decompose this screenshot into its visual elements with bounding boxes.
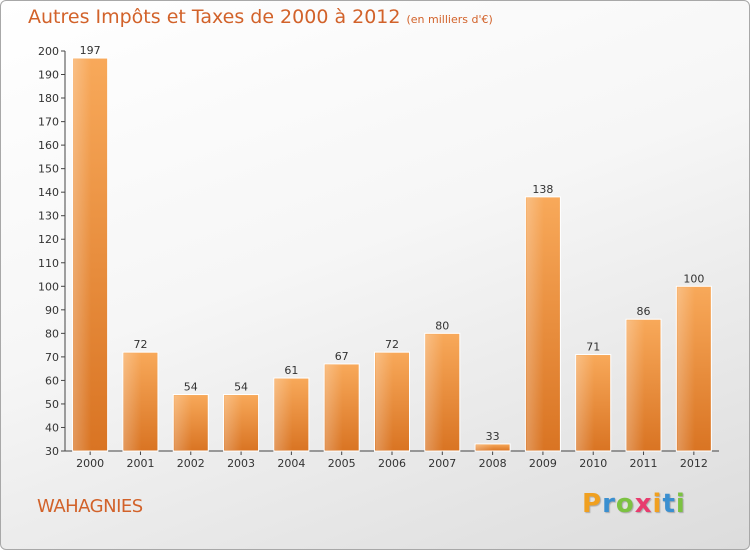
bar-highlight [123, 353, 142, 450]
bar-highlight [425, 334, 444, 450]
bar-highlight [274, 379, 293, 450]
y-tick-label: 130 [38, 210, 59, 223]
logo-letter: P [582, 489, 603, 519]
y-tick-label: 60 [45, 374, 59, 387]
y-tick-label: 160 [38, 139, 59, 152]
chart-title: Autres Impôts et Taxes de 2000 à 2012 (en… [28, 6, 493, 28]
bar-highlight [476, 444, 494, 450]
value-label-2002: 54 [184, 381, 198, 394]
logo-letter: i [652, 489, 663, 519]
x-tick-label-2004: 2004 [277, 457, 305, 470]
bar-highlight [375, 353, 393, 450]
logo-letter: x [634, 489, 653, 519]
y-tick-label: 190 [38, 69, 59, 82]
y-tick-label: 80 [45, 327, 59, 340]
y-tick-label: 90 [45, 304, 59, 317]
y-tick-label: 140 [38, 186, 59, 199]
value-label-2001: 72 [133, 338, 147, 351]
logo-letter: i [675, 489, 686, 519]
x-tick-label-2008: 2008 [479, 457, 507, 470]
bar-highlight [174, 395, 192, 450]
commune-name: WAHAGNIES [37, 496, 143, 517]
value-label-2004: 61 [284, 364, 298, 377]
unit-note: (en milliers d'€) [406, 13, 493, 26]
value-label-2006: 72 [385, 338, 399, 351]
value-label-2007: 80 [435, 319, 449, 332]
bars: 197 72 54 54 61 67 72 80 33 138 71 86 100 [72, 44, 712, 452]
x-tick-label-2000: 2000 [76, 457, 104, 470]
bar-highlight [73, 59, 92, 450]
y-tick-label: 100 [38, 280, 59, 293]
y-tick-label: 30 [45, 445, 59, 458]
x-tick-label-2009: 2009 [529, 457, 557, 470]
value-label-2009: 138 [532, 183, 553, 196]
proxiti-logo: Proxiti [582, 489, 686, 519]
x-tick-label-2012: 2012 [680, 457, 708, 470]
bar-highlight [325, 364, 343, 450]
logo-letter: r [602, 489, 616, 519]
logo-letter: o [615, 489, 635, 519]
x-tick-label-2003: 2003 [227, 457, 255, 470]
y-tick-label: 120 [38, 233, 59, 246]
value-label-2000: 197 [80, 44, 101, 57]
bar-highlight [677, 287, 695, 450]
value-label-2011: 86 [637, 305, 651, 318]
bar-highlight [526, 197, 544, 450]
x-tick-label-2002: 2002 [177, 457, 205, 470]
x-tick-label-2011: 2011 [630, 457, 658, 470]
x-tick-label-2005: 2005 [328, 457, 356, 470]
y-tick-label: 50 [45, 398, 59, 411]
x-tick-label-2001: 2001 [126, 457, 154, 470]
value-label-2012: 100 [683, 272, 704, 285]
x-tick-label-2006: 2006 [378, 457, 406, 470]
value-label-2008: 33 [486, 430, 500, 443]
y-tick-label: 200 [38, 45, 59, 58]
x-tick-label-2007: 2007 [428, 457, 456, 470]
bar-highlight [627, 320, 645, 450]
value-label-2010: 71 [586, 341, 600, 354]
value-label-2005: 67 [335, 350, 349, 363]
y-tick-label: 40 [45, 421, 59, 434]
logo-letter: t [662, 489, 676, 519]
bar-highlight [224, 395, 243, 450]
x-tick-label-2010: 2010 [579, 457, 607, 470]
y-tick-label: 70 [45, 351, 59, 364]
y-tick-label: 150 [38, 163, 59, 176]
y-tick-label: 110 [38, 257, 59, 270]
chart-title-text: Autres Impôts et Taxes de 2000 à 2012 [28, 6, 401, 28]
y-tick-label: 170 [38, 116, 59, 129]
y-tick-label: 180 [38, 92, 59, 105]
bar-highlight [576, 355, 595, 450]
value-label-2003: 54 [234, 381, 248, 394]
